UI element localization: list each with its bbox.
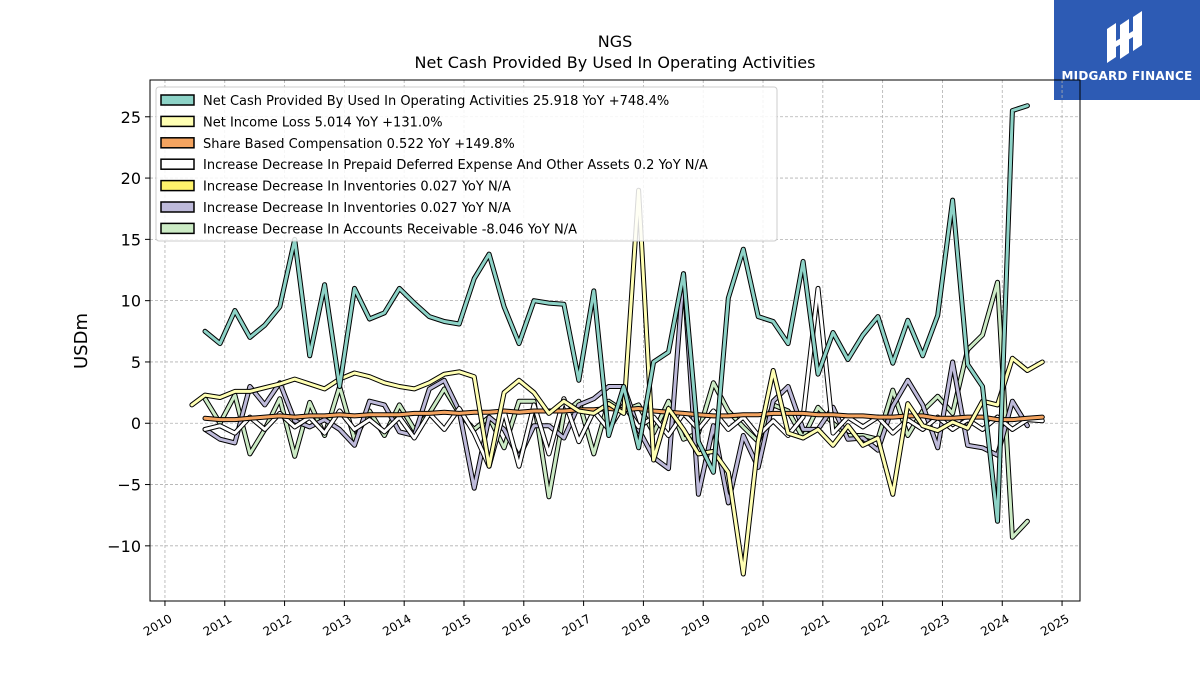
x-tick-label: 2020 <box>739 611 772 638</box>
y-tick-label: −5 <box>117 476 141 495</box>
midgard-logo-icon <box>1107 11 1142 63</box>
y-tick-label: 25 <box>121 108 141 127</box>
series-line <box>202 271 1030 506</box>
midgard-finance-logo: MIDGARD FINANCE <box>1054 0 1200 100</box>
x-tick-label: 2023 <box>918 611 951 638</box>
series-lines <box>189 103 1045 577</box>
legend-swatch <box>160 179 195 192</box>
legend-swatch <box>160 158 195 170</box>
chart-title-block: NGS Net Cash Provided By Used In Operati… <box>150 31 1080 73</box>
legend-label: Increase Decrease In Accounts Receivable… <box>203 222 577 237</box>
chart-subtitle: Net Cash Provided By Used In Operating A… <box>414 53 816 72</box>
series-line-stroke <box>203 104 1029 523</box>
x-tick-label: 2010 <box>141 611 174 638</box>
y-tick-label: 0 <box>131 414 141 433</box>
series-line-stroke <box>203 272 1029 505</box>
legend-label: Share Based Compensation 0.522 YoY +149.… <box>203 137 515 152</box>
x-tick-label: 2011 <box>201 611 234 638</box>
x-tick-label: 2014 <box>380 611 413 638</box>
x-tick-label: 2012 <box>261 611 294 638</box>
x-tick-label: 2016 <box>500 611 533 638</box>
legend-label: Increase Decrease In Inventories 0.027 Y… <box>203 201 511 216</box>
legend-box <box>155 86 778 242</box>
chart-title: NGS <box>597 32 633 51</box>
legend-swatch <box>160 94 195 106</box>
legend-label: Net Cash Provided By Used In Operating A… <box>203 94 669 109</box>
legend-label: Net Income Loss 5.014 YoY +131.0% <box>203 115 443 130</box>
y-tick-label: 20 <box>121 169 141 188</box>
x-tick-label: 2021 <box>799 611 832 638</box>
legend-swatch <box>160 115 195 128</box>
y-tick-label: 15 <box>121 230 141 249</box>
y-tick-label: 5 <box>131 353 141 372</box>
x-tick-label: 2025 <box>1038 611 1071 638</box>
legend-label: Increase Decrease In Inventories 0.027 Y… <box>203 180 511 195</box>
series-line <box>202 103 1030 524</box>
series-line-stroke <box>190 188 1044 576</box>
x-tick-label: 2022 <box>859 611 892 638</box>
y-tick-label: 10 <box>121 292 141 311</box>
legend-swatch <box>160 137 195 149</box>
y-tick-label: −10 <box>107 537 141 556</box>
legend: Net Cash Provided By Used In Operating A… <box>155 86 778 242</box>
logo-text: MIDGARD FINANCE <box>1061 69 1193 83</box>
x-tick-label: 2013 <box>320 611 353 638</box>
plot-frame <box>149 79 1081 602</box>
legend-swatch <box>160 201 195 213</box>
x-tick-label: 2019 <box>679 611 712 638</box>
series-line <box>189 187 1045 577</box>
x-tick-label: 2024 <box>978 611 1011 638</box>
series-line-outline <box>189 187 1045 577</box>
x-tick-label: 2015 <box>440 611 473 638</box>
x-tick-label: 2018 <box>619 611 652 638</box>
y-axis-label: USDm <box>71 313 92 369</box>
x-tick-label: 2017 <box>560 611 593 638</box>
legend-label: Increase Decrease In Prepaid Deferred Ex… <box>203 158 708 173</box>
legend-swatch <box>160 222 195 235</box>
